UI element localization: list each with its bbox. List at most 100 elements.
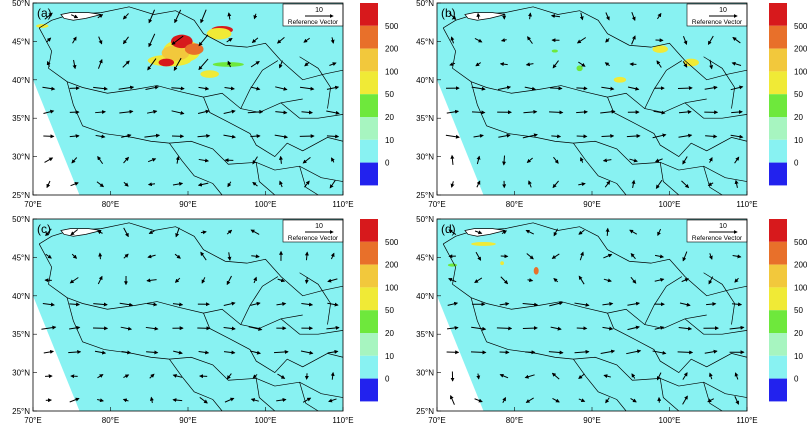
wind-arrow [549, 110, 564, 115]
wind-arrow [630, 398, 637, 403]
colorbar-swatch [769, 3, 787, 26]
wind-arrow [45, 228, 52, 237]
wind-arrow [524, 86, 537, 91]
wind-arrow [223, 134, 236, 139]
wind-arrow [654, 254, 665, 259]
colorbar-level-label: 200 [385, 261, 399, 270]
wind-arrow [552, 60, 559, 69]
colorbar-swatch [769, 287, 787, 311]
x-tick-label: 70°E [24, 416, 41, 425]
wind-arrow [250, 86, 261, 91]
panel-label: (d) [441, 222, 456, 236]
wind-arrow [173, 57, 182, 71]
wind-arrow [147, 158, 157, 163]
wind-arrow [522, 302, 539, 307]
wind-arrow [252, 374, 258, 379]
x-tick-label: 90°E [583, 416, 600, 425]
wind-arrow [682, 36, 688, 45]
y-tick-label: 40°N [416, 76, 434, 85]
wind-arrow [448, 278, 457, 283]
boundary-line [703, 56, 735, 109]
wind-arrow [175, 155, 180, 164]
wind-arrow [729, 325, 745, 330]
wind-arrow [122, 398, 129, 403]
wind-arrow [474, 230, 483, 235]
y-tick-label: 35°N [416, 114, 434, 123]
wind-arrow [274, 349, 289, 354]
wind-arrow [72, 59, 77, 70]
wind-arrow [678, 109, 692, 114]
colorbar-level-label: 0 [794, 159, 799, 168]
boundary-line [703, 382, 723, 412]
wind-arrow [97, 155, 104, 165]
wind-arrow [476, 373, 481, 380]
wind-arrow [629, 229, 638, 235]
x-tick-label: 90°E [179, 200, 196, 209]
wind-arrow [523, 109, 538, 114]
wind-arrow [626, 134, 641, 139]
wind-arrow [250, 350, 261, 355]
boundary-line [169, 358, 223, 412]
wind-arrow [252, 181, 258, 187]
wind-arrow [301, 110, 313, 115]
wind-arrow [576, 37, 587, 44]
y-tick-label: 50°N [12, 0, 30, 8]
wind-arrow [449, 62, 456, 66]
colorbar-swatch [360, 162, 378, 186]
y-tick-label: 25°N [416, 191, 434, 200]
wind-arrow [122, 60, 130, 68]
wind-arrow [96, 181, 105, 188]
wind-arrow [548, 350, 564, 355]
colorbar-level-label: 200 [794, 45, 807, 54]
shaded-region [447, 263, 458, 267]
wind-arrow [198, 158, 210, 163]
panel-label: (c) [37, 222, 51, 236]
wind-arrow [198, 350, 210, 355]
wind-arrow [147, 58, 157, 71]
x-tick-label: 80°E [506, 416, 523, 425]
wind-arrow [42, 302, 55, 307]
wind-arrow [93, 86, 108, 91]
wind-arrow [250, 398, 259, 402]
wind-arrow [682, 395, 688, 405]
wind-arrow [227, 252, 232, 261]
wind-arrow [122, 36, 129, 45]
boundary-line [203, 312, 344, 374]
colorbar-level-label: 20 [385, 329, 394, 338]
boundary-line [644, 276, 683, 325]
x-tick-label: 70°E [24, 200, 41, 209]
wind-arrow [41, 325, 57, 330]
colorbar-swatch [360, 241, 378, 265]
wind-arrow [223, 326, 236, 331]
shaded-region [158, 58, 175, 67]
wind-arrow [605, 37, 610, 43]
wind-arrow [475, 62, 481, 67]
wind-arrow [499, 62, 508, 67]
wind-arrow [326, 110, 340, 115]
shaded-region [652, 45, 668, 53]
wind-arrow [576, 86, 588, 91]
wind-arrow [123, 374, 130, 379]
colorbar-level-label: 500 [385, 22, 399, 31]
wind-arrow [704, 349, 718, 354]
colorbar-level-label: 50 [794, 306, 803, 315]
wind-arrow [122, 13, 129, 20]
wind-arrow [330, 37, 335, 44]
wind-arrow [496, 326, 513, 331]
wind-arrow [201, 277, 206, 284]
wind-arrow [123, 181, 129, 187]
reference-vector-value: 10 [315, 7, 323, 14]
x-tick-label: 110°E [736, 200, 757, 209]
wind-arrow [304, 62, 310, 67]
wind-arrow [654, 277, 665, 282]
wind-arrow [732, 302, 743, 307]
wind-arrow [121, 133, 132, 138]
wind-arrow [97, 374, 104, 379]
wind-arrow [252, 156, 258, 165]
boundary-line [280, 102, 344, 119]
wind-arrow [471, 326, 487, 331]
x-tick-label: 110°E [736, 416, 757, 425]
y-tick-label: 45°N [12, 253, 30, 262]
wind-arrow [578, 275, 585, 285]
panel-d: 10 Reference Vector (d) 70°E 80°E 90°E 100°E 11… [416, 215, 758, 425]
